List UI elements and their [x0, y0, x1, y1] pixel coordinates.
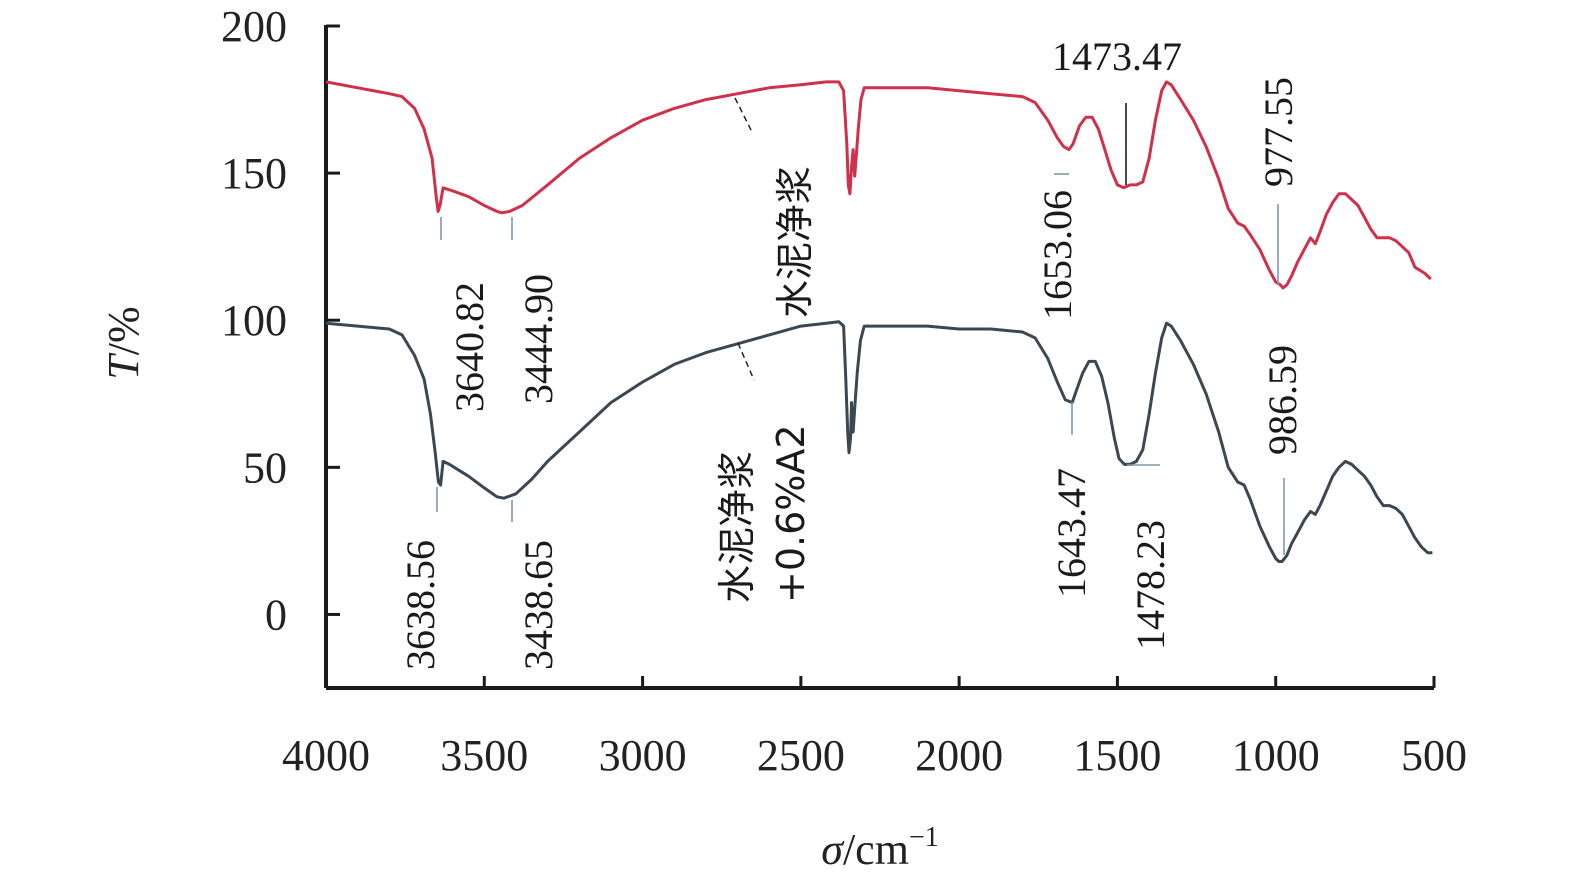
x-tick-label: 4000	[282, 731, 370, 780]
series-name-label: 水泥净浆	[715, 451, 759, 603]
x-axis-title-symbol: σ	[821, 825, 845, 874]
series-layer	[325, 80, 1433, 563]
peak-label: 977.55	[1256, 77, 1301, 187]
series-label-leader	[734, 97, 753, 133]
x-tick-label: 3000	[599, 731, 687, 780]
series-line-1	[325, 320, 1433, 563]
peak-label: 3640.82	[447, 282, 492, 412]
y-axis-title-unit: /%	[99, 306, 148, 355]
peak-label: 1643.47	[1049, 468, 1094, 598]
series-name-label: 水泥净浆	[773, 166, 817, 318]
series-name-label: +0.6%A2	[769, 424, 813, 603]
y-tick-label: 100	[221, 296, 287, 345]
peak-label: 986.59	[1260, 345, 1305, 455]
x-tick-label: 2500	[757, 731, 845, 780]
y-tick-label: 50	[243, 443, 287, 492]
series-line-0	[325, 80, 1432, 290]
annotation-layer: 3640.82 3444.90 1653.06 1473.47 977.55 3638.5…	[398, 34, 1305, 670]
y-tick-label: 200	[221, 2, 287, 51]
x-tick-label: 500	[1401, 731, 1467, 780]
x-tick-label: 3500	[440, 731, 528, 780]
peak-label: 3444.90	[516, 274, 561, 404]
peak-label: 3438.65	[516, 540, 561, 670]
y-axis-title-symbol: T	[99, 352, 148, 380]
peak-label: 1478.23	[1128, 520, 1173, 650]
series-label-leader	[737, 342, 755, 381]
x-axis-title: σ/cm−1	[821, 822, 938, 874]
x-axis-title-superscript: −1	[909, 822, 939, 853]
y-tick-label: 0	[265, 590, 287, 639]
axes: 4000 3500 3000 2500 2000 1500 1000 500200150100…	[221, 2, 1467, 780]
peak-label: 1653.06	[1035, 190, 1080, 320]
y-tick-label: 150	[221, 149, 287, 198]
y-axis-title: T/%	[99, 306, 148, 379]
x-axis-title-unit: /cm	[843, 825, 909, 874]
x-tick-label: 2000	[915, 731, 1003, 780]
x-tick-label: 1000	[1232, 731, 1320, 780]
peak-label: 1473.47	[1052, 34, 1182, 79]
peak-label: 3638.56	[398, 540, 443, 670]
x-tick-label: 1500	[1073, 731, 1161, 780]
